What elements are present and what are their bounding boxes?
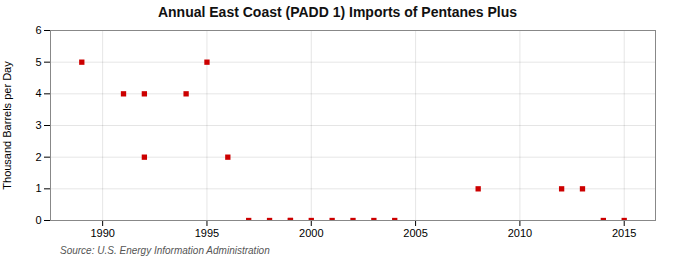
svg-text:2010: 2010 <box>508 227 532 239</box>
svg-text:2000: 2000 <box>299 227 323 239</box>
svg-text:1995: 1995 <box>195 227 219 239</box>
svg-text:2015: 2015 <box>612 227 636 239</box>
html-text:Source: U.S. Energy Informatio: Source: U.S. Energy Information Administ… <box>60 245 270 256</box>
html-text:Annual East Coast (PADD 1) Imp: Annual East Coast (PADD 1) Imports of Pe… <box>157 4 518 20</box>
svg-text:5: 5 <box>35 56 41 68</box>
svg-text:3: 3 <box>35 119 41 131</box>
svg-text:0: 0 <box>35 214 41 226</box>
svg-text:Thousand Barrels per Day: Thousand Barrels per Day <box>1 61 13 190</box>
svg-text:2: 2 <box>35 151 41 163</box>
svg-text:6: 6 <box>35 24 41 36</box>
svg-text:1: 1 <box>35 182 41 194</box>
svg-text:2005: 2005 <box>403 227 427 239</box>
svg-text:1990: 1990 <box>90 227 114 239</box>
svg-text:4: 4 <box>35 87 41 99</box>
